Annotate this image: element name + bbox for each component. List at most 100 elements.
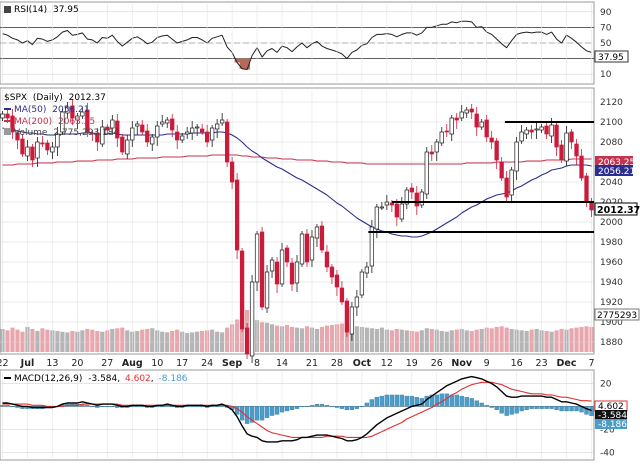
volume-bar	[140, 329, 145, 352]
rsi-tick-label: 10	[600, 70, 612, 80]
candle-body	[264, 271, 270, 309]
macd-histogram-bar	[249, 406, 255, 423]
volume-value-tag: 2775293	[594, 308, 640, 321]
macd-histogram-bar	[499, 406, 504, 414]
macd-histogram-bar	[489, 406, 494, 408]
macd-histogram-bar	[474, 400, 479, 407]
x-tick-label: 8	[254, 358, 260, 369]
macd-panel: 200-20-40	[0, 375, 615, 458]
volume-bar	[289, 326, 295, 352]
macd-histogram-bar	[289, 406, 295, 410]
price-tick-label: 2120	[600, 98, 623, 108]
candle-body	[559, 144, 564, 161]
macd-histogram-bar	[504, 406, 509, 416]
volume-bar	[225, 327, 230, 352]
candle-body	[504, 177, 509, 198]
volume-bar	[135, 331, 140, 352]
rsi-tick-label: 50	[600, 39, 612, 49]
macd-histogram-bar	[304, 406, 310, 408]
candle-body	[574, 143, 579, 157]
macd-histogram-bar	[364, 402, 370, 407]
x-tick-label: 27	[101, 358, 113, 369]
candle-body	[304, 233, 310, 263]
macd-histogram-bar	[564, 406, 569, 412]
price-tick-label: 2000	[600, 218, 623, 228]
macd-tick-label: 20	[600, 379, 612, 389]
macd-histogram-bar	[274, 406, 280, 415]
volume-label: Volume	[14, 128, 48, 138]
macd-histogram-bar	[454, 394, 459, 407]
volume-bar	[424, 328, 429, 352]
volume-bar	[264, 322, 270, 352]
candle-body	[60, 111, 65, 133]
x-tick-label: 23	[536, 358, 548, 369]
volume-bar	[10, 327, 15, 352]
period: (Daily)	[33, 93, 63, 103]
volume-bar	[319, 326, 325, 352]
candle-body	[534, 128, 539, 131]
candle-body	[10, 115, 15, 133]
macd-histogram-bar	[554, 406, 559, 410]
volume-bar	[40, 328, 45, 352]
macd-histogram-bar	[374, 397, 380, 407]
macd-label: MACD(12,26,9)	[14, 374, 82, 384]
candle-body	[70, 105, 75, 119]
x-tick-label: 19	[406, 358, 418, 369]
candle-body	[249, 281, 255, 357]
macd-histogram-bar	[324, 405, 330, 407]
macd-legend: MACD(12,26,9) -3.584, 4.602, -8.186	[4, 374, 188, 384]
volume-bar	[574, 327, 579, 352]
macd-histogram-bar	[269, 406, 275, 416]
volume-bar	[394, 328, 399, 352]
macd-histogram-bar	[195, 406, 200, 408]
macd-line	[2, 375, 592, 443]
candle-body	[549, 124, 554, 137]
macd-histogram-bar	[469, 398, 474, 407]
volume-bar	[524, 331, 529, 352]
candle-body	[150, 136, 155, 145]
candle-body	[299, 233, 305, 265]
candle-body	[394, 203, 399, 218]
volume-bar	[145, 328, 150, 352]
macd-histogram-bar	[409, 395, 414, 407]
candle-body	[15, 132, 20, 141]
candle-body	[344, 300, 350, 333]
macd-histogram-bar	[369, 399, 375, 407]
volume-bar	[404, 330, 409, 352]
macd-histogram-bar	[439, 393, 444, 407]
volume-bar	[579, 326, 584, 352]
candle-body	[30, 146, 35, 161]
x-tick-label: Aug	[122, 358, 143, 369]
volume-bar	[200, 331, 205, 352]
candle-body	[155, 125, 160, 138]
candle-body	[519, 131, 524, 142]
candle-body	[354, 296, 360, 308]
price-tick-label: 1880	[600, 338, 623, 348]
volume-bar	[529, 329, 534, 352]
price-legend: $SPX (Daily) 2012.37 MA(50) 2056.21 MA(2…	[4, 93, 119, 138]
rsi-label: RSI(14)	[14, 5, 47, 15]
macd-histogram-bar	[294, 406, 300, 409]
ma50-value-tag: 2056.21	[595, 165, 635, 177]
candle-body	[469, 108, 474, 113]
volume-bar	[120, 327, 125, 352]
candle-body	[284, 247, 290, 263]
x-tick-label: 10	[151, 358, 163, 369]
volume-bar	[175, 329, 180, 352]
volume-bar	[299, 328, 305, 352]
volume-bar	[504, 327, 509, 352]
volume-bar	[185, 333, 190, 352]
volume-bar	[314, 328, 320, 352]
macd-histogram-bar	[584, 406, 589, 415]
x-tick-label: 26	[431, 358, 443, 369]
candle-body	[80, 111, 85, 117]
volume-bar	[15, 329, 20, 352]
svg-text:MA(200) 2063.25: MA(200) 2063.25	[14, 117, 95, 127]
volume-bar	[324, 325, 330, 352]
x-tick-label: 20	[71, 358, 83, 369]
candle-body	[35, 141, 40, 159]
rsi-tick-label: 90	[600, 8, 612, 18]
volume-bar	[544, 331, 549, 352]
candle-body	[414, 192, 419, 207]
volume-tag-text: 2775293	[597, 311, 637, 321]
